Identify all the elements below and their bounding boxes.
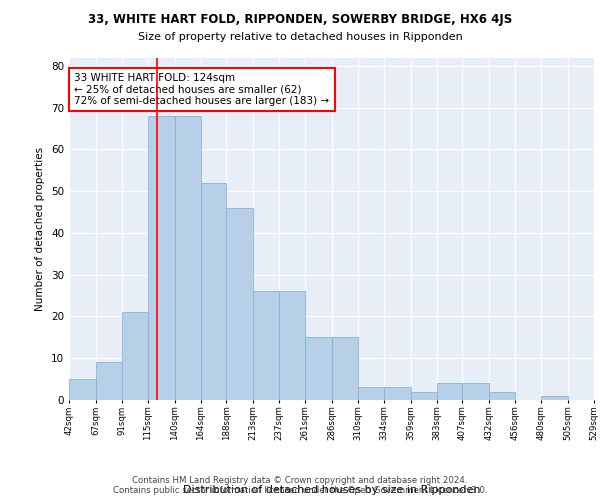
Bar — [437, 384, 463, 400]
Bar — [175, 116, 200, 400]
Bar — [384, 388, 411, 400]
X-axis label: Distribution of detached houses by size in Ripponden: Distribution of detached houses by size … — [183, 485, 480, 495]
Bar — [279, 292, 305, 400]
Text: 33, WHITE HART FOLD, RIPPONDEN, SOWERBY BRIDGE, HX6 4JS: 33, WHITE HART FOLD, RIPPONDEN, SOWERBY … — [88, 12, 512, 26]
Bar — [305, 338, 332, 400]
Bar — [332, 338, 358, 400]
Bar — [69, 379, 96, 400]
Bar — [253, 292, 279, 400]
Bar — [200, 183, 226, 400]
Text: 33 WHITE HART FOLD: 124sqm
← 25% of detached houses are smaller (62)
72% of semi: 33 WHITE HART FOLD: 124sqm ← 25% of deta… — [74, 73, 329, 106]
Text: Size of property relative to detached houses in Ripponden: Size of property relative to detached ho… — [137, 32, 463, 42]
Text: Contains HM Land Registry data © Crown copyright and database right 2024.: Contains HM Land Registry data © Crown c… — [132, 476, 468, 485]
Bar — [96, 362, 122, 400]
Bar — [411, 392, 437, 400]
Y-axis label: Number of detached properties: Number of detached properties — [35, 146, 46, 311]
Bar — [490, 392, 515, 400]
Bar — [358, 388, 384, 400]
Bar — [541, 396, 568, 400]
Text: Contains public sector information licensed under the Open Government Licence v3: Contains public sector information licen… — [113, 486, 487, 495]
Bar — [463, 384, 490, 400]
Bar — [122, 312, 148, 400]
Bar — [226, 208, 253, 400]
Bar — [148, 116, 175, 400]
